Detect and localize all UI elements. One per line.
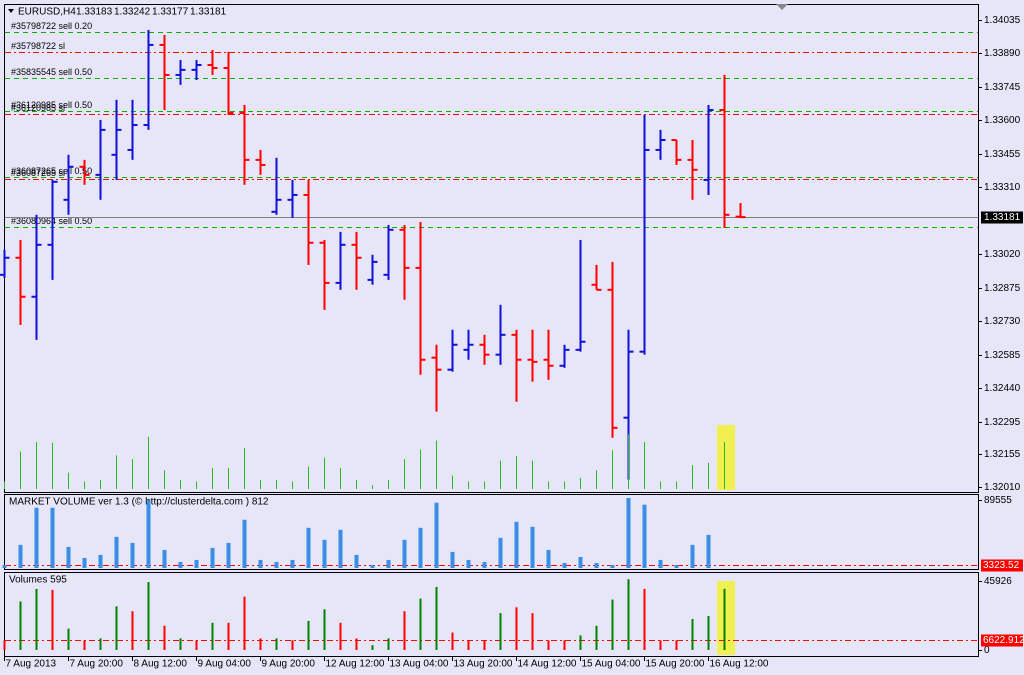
level-box [981, 559, 1023, 572]
y-tick-label: 1.32155 [984, 449, 1021, 460]
x-tick-label: 7 Aug 2013 [6, 659, 57, 670]
x-tick-label: 9 Aug 04:00 [198, 659, 252, 670]
header-high: 1.33242 [114, 7, 151, 18]
market-volume-panel [4, 494, 979, 570]
x-tick-label: 12 Aug 12:00 [326, 659, 385, 670]
order-label: #36087265 sl [11, 168, 65, 178]
level-box [981, 634, 1023, 647]
main-panel [4, 4, 979, 493]
order-label: #35798722 sell 0.20 [11, 21, 92, 31]
x-tick-label: 13 Aug 20:00 [454, 659, 513, 670]
symbol-title: EURUSD,H4 [18, 7, 76, 18]
volumes-panel [4, 572, 979, 657]
y-tick-label: 45926 [984, 576, 1012, 587]
y-tick-label: 1.32010 [984, 482, 1021, 493]
y-tick-label: 1.33600 [984, 115, 1021, 126]
order-label: #36087265 sell 0.50 [11, 166, 92, 176]
level-label: 6622.912 [983, 635, 1024, 646]
x-tick-label: 16 Aug 12:00 [710, 659, 769, 670]
panel-title: Volumes 595 [9, 575, 67, 586]
y-tick-label: 1.32440 [984, 383, 1021, 394]
header-close: 1.33181 [190, 7, 227, 18]
y-tick-label: 1.33020 [984, 249, 1021, 260]
current-price-label: 1.33181 [984, 212, 1021, 223]
y-tick-label: 89555 [984, 495, 1012, 506]
highlight [717, 425, 735, 490]
panel-title: MARKET VOLUME ver 1.3 (© http://clusterd… [9, 497, 269, 508]
current-price-box [981, 211, 1023, 224]
y-tick-label: 1.33745 [984, 82, 1021, 93]
y-tick-label: 1.33310 [984, 182, 1021, 193]
x-tick-label: 15 Aug 20:00 [646, 659, 705, 670]
order-label: #36120985 sl [11, 103, 65, 113]
header-low: 1.33177 [152, 7, 189, 18]
x-tick-label: 14 Aug 12:00 [518, 659, 577, 670]
highlight [717, 581, 735, 655]
y-tick-label: 1.32585 [984, 350, 1021, 361]
y-tick-label: 1.33455 [984, 149, 1021, 160]
y-tick-label: 1.33890 [984, 48, 1021, 59]
header-open: 1.33183 [76, 7, 113, 18]
x-tick-label: 9 Aug 20:00 [262, 659, 316, 670]
x-tick-label: 15 Aug 04:00 [582, 659, 641, 670]
x-tick-label: 8 Aug 12:00 [134, 659, 188, 670]
y-tick-label: 1.32875 [984, 283, 1021, 294]
menu-arrow[interactable] [8, 9, 14, 13]
y-tick-label: 1.32730 [984, 316, 1021, 327]
order-label: #36120985 sell 0.50 [11, 100, 92, 110]
y-tick-label: 0 [984, 645, 990, 656]
y-tick-label: 1.34035 [984, 15, 1021, 26]
y-tick-label: 1.32295 [984, 417, 1021, 428]
order-label: #35835545 sell 0.50 [11, 67, 92, 77]
shift-marker[interactable] [776, 4, 788, 10]
x-tick-label: 13 Aug 04:00 [390, 659, 449, 670]
order-label: #35798722 sl [11, 41, 65, 51]
level-label: 3323.52 [983, 560, 1020, 571]
x-tick-label: 7 Aug 20:00 [70, 659, 124, 670]
